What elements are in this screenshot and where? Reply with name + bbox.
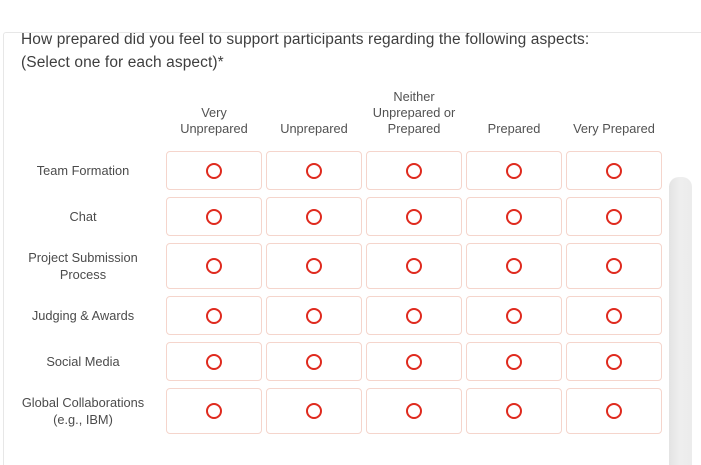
radio-button-icon[interactable] — [506, 258, 522, 274]
radio-button-icon[interactable] — [506, 307, 522, 324]
radio-button-icon[interactable] — [206, 353, 222, 370]
radio-button-icon[interactable] — [606, 307, 622, 324]
column-header-2: Neither Unprepared or Prepared — [372, 89, 456, 136]
radio-button-icon[interactable] — [406, 258, 422, 274]
column-header-3: Prepared — [487, 121, 541, 136]
row-label-0: Team Formation — [36, 163, 130, 178]
radio-button-icon[interactable] — [306, 208, 322, 225]
matrix-cell-r2-c3[interactable] — [466, 243, 562, 289]
question-instruction: (Select one for each aspect)* — [21, 53, 224, 71]
radio-button-icon[interactable] — [206, 403, 222, 419]
matrix-cell-r3-c0[interactable] — [166, 296, 262, 335]
question-title: How prepared did you feel to support par… — [21, 29, 681, 74]
matrix-cell-r4-c4[interactable] — [566, 342, 662, 381]
matrix-cell-r4-c0[interactable] — [166, 342, 262, 381]
radio-button-icon[interactable] — [606, 403, 622, 419]
matrix-cell-r3-c2[interactable] — [366, 296, 462, 335]
radio-button-icon[interactable] — [306, 307, 322, 324]
matrix-cell-r1-c3[interactable] — [466, 197, 562, 236]
column-header-1: Unprepared — [280, 121, 348, 136]
question-title-text: How prepared did you feel to support par… — [21, 31, 590, 48]
matrix-grid: Very Unprepared Unprepared Neither Unprepa… — [4, 89, 701, 434]
radio-button-icon[interactable] — [606, 208, 622, 225]
radio-button-icon[interactable] — [206, 307, 222, 324]
radio-button-icon[interactable] — [406, 162, 422, 179]
form-page: How prepared did you feel to support par… — [0, 29, 701, 465]
matrix-cell-r4-c2[interactable] — [366, 342, 462, 381]
radio-button-icon[interactable] — [206, 258, 222, 274]
radio-button-icon[interactable] — [306, 353, 322, 370]
radio-button-icon[interactable] — [306, 403, 322, 419]
radio-button-icon[interactable] — [606, 162, 622, 179]
row-label-3: Judging & Awards — [31, 308, 135, 323]
radio-button-icon[interactable] — [306, 162, 322, 179]
row-label-4: Social Media — [46, 354, 120, 369]
matrix-cell-r4-c1[interactable] — [266, 342, 362, 381]
row-label-2: Project Submission Process — [28, 250, 138, 282]
matrix-corner-spacer — [4, 89, 162, 144]
row-label-1: Chat — [69, 209, 97, 224]
radio-button-icon[interactable] — [506, 208, 522, 225]
radio-button-icon[interactable] — [506, 353, 522, 370]
radio-button-icon[interactable] — [206, 162, 222, 179]
matrix-cell-r3-c4[interactable] — [566, 296, 662, 335]
matrix-cell-r1-c2[interactable] — [366, 197, 462, 236]
column-header-0: Very Unprepared — [180, 105, 248, 136]
matrix-cell-r0-c4[interactable] — [566, 151, 662, 190]
matrix-cell-r5-c2[interactable] — [366, 388, 462, 434]
radio-button-icon[interactable] — [606, 258, 622, 274]
row-label-5: Global Collaborations (e.g., IBM) — [21, 395, 145, 427]
matrix-cell-r5-c3[interactable] — [466, 388, 562, 434]
matrix-cell-r1-c1[interactable] — [266, 197, 362, 236]
matrix-question: Very Unprepared Unprepared Neither Unprepa… — [0, 89, 701, 465]
matrix-cell-r0-c3[interactable] — [466, 151, 562, 190]
matrix-cell-r3-c1[interactable] — [266, 296, 362, 335]
matrix-cell-r0-c0[interactable] — [166, 151, 262, 190]
radio-button-icon[interactable] — [406, 307, 422, 324]
matrix-cell-r1-c0[interactable] — [166, 197, 262, 236]
radio-button-icon[interactable] — [306, 258, 322, 274]
matrix-cell-r5-c4[interactable] — [566, 388, 662, 434]
radio-button-icon[interactable] — [506, 162, 522, 179]
matrix-cell-r5-c0[interactable] — [166, 388, 262, 434]
radio-button-icon[interactable] — [606, 353, 622, 370]
radio-button-icon[interactable] — [206, 208, 222, 225]
matrix-cell-r2-c1[interactable] — [266, 243, 362, 289]
radio-button-icon[interactable] — [406, 208, 422, 225]
matrix-cell-r5-c1[interactable] — [266, 388, 362, 434]
matrix-cell-r3-c3[interactable] — [466, 296, 562, 335]
matrix-cell-r1-c4[interactable] — [566, 197, 662, 236]
matrix-cell-r4-c3[interactable] — [466, 342, 562, 381]
matrix-cell-r0-c2[interactable] — [366, 151, 462, 190]
matrix-cell-r2-c4[interactable] — [566, 243, 662, 289]
matrix-cell-r2-c2[interactable] — [366, 243, 462, 289]
matrix-cell-r0-c1[interactable] — [266, 151, 362, 190]
matrix-cell-r2-c0[interactable] — [166, 243, 262, 289]
radio-button-icon[interactable] — [506, 403, 522, 419]
matrix-scrollbar[interactable] — [669, 177, 692, 465]
radio-button-icon[interactable] — [406, 353, 422, 370]
column-header-4: Very Prepared — [573, 121, 655, 136]
radio-button-icon[interactable] — [406, 403, 422, 419]
